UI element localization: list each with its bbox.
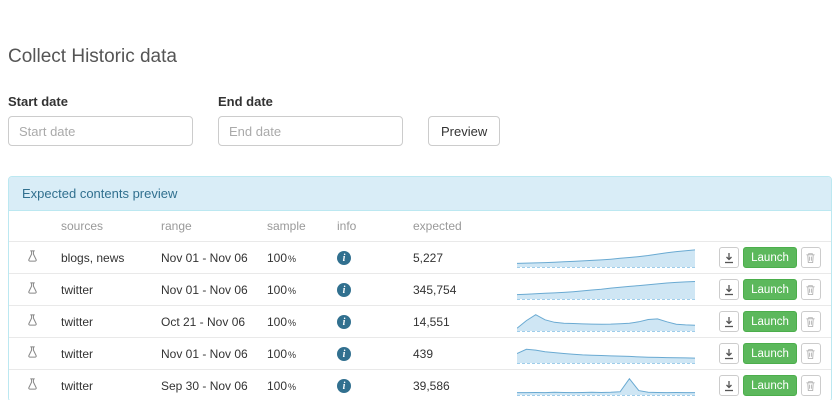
trash-button[interactable] bbox=[800, 311, 821, 332]
trash-button[interactable] bbox=[800, 375, 821, 396]
row-sample: 100% bbox=[261, 305, 331, 338]
row-sources: twitter bbox=[55, 273, 155, 306]
start-date-label: Start date bbox=[8, 94, 68, 109]
flask-icon bbox=[26, 346, 39, 362]
date-form: Start date End date Preview bbox=[8, 94, 832, 146]
flask-icon bbox=[26, 378, 39, 394]
preview-table: sources range sample info expected blogs… bbox=[9, 211, 831, 400]
start-date-field: Start date bbox=[8, 94, 193, 146]
sparkline-chart bbox=[517, 311, 695, 332]
col-actions bbox=[713, 211, 831, 242]
sparkline-chart bbox=[517, 343, 695, 364]
col-sources: sources bbox=[61, 219, 104, 233]
download-button[interactable] bbox=[719, 343, 740, 364]
row-sample: 100% bbox=[261, 337, 331, 370]
sparkline-chart bbox=[517, 375, 695, 396]
flask-icon bbox=[26, 282, 39, 298]
download-button[interactable] bbox=[719, 375, 740, 396]
end-date-label: End date bbox=[218, 94, 273, 109]
page: Collect Historic data Start date End dat… bbox=[0, 46, 840, 400]
row-sources: twitter bbox=[55, 337, 155, 370]
row-expected: 14,551 bbox=[407, 305, 511, 338]
row-range: Nov 01 - Nov 06 bbox=[155, 273, 261, 306]
row-sample: 100% bbox=[261, 273, 331, 306]
launch-button[interactable]: Launch bbox=[743, 279, 797, 300]
launch-button[interactable]: Launch bbox=[743, 311, 797, 332]
launch-button[interactable]: Launch bbox=[743, 343, 797, 364]
row-expected: 5,227 bbox=[407, 241, 511, 274]
sparkline-chart bbox=[517, 247, 695, 268]
flask-icon bbox=[26, 250, 39, 266]
info-icon[interactable]: i bbox=[337, 315, 351, 330]
row-range: Oct 21 - Nov 06 bbox=[155, 305, 261, 338]
col-range: range bbox=[161, 219, 192, 233]
info-icon[interactable]: i bbox=[337, 251, 351, 266]
sparkline-chart bbox=[517, 279, 695, 300]
col-info: info bbox=[337, 219, 357, 233]
page-title: Collect Historic data bbox=[8, 46, 177, 67]
start-date-input[interactable] bbox=[8, 116, 193, 146]
launch-button[interactable]: Launch bbox=[743, 375, 797, 396]
row-range: Sep 30 - Nov 06 bbox=[155, 369, 261, 400]
col-spark bbox=[511, 211, 713, 242]
row-sample: 100% bbox=[261, 369, 331, 400]
col-flask bbox=[9, 211, 55, 242]
expected-contents-panel: Expected contents preview sources range … bbox=[8, 176, 832, 400]
info-icon[interactable]: i bbox=[337, 347, 351, 362]
table-row: blogs, news Nov 01 - Nov 06 100% i 5,227 Laun… bbox=[9, 241, 831, 274]
download-button[interactable] bbox=[719, 247, 740, 268]
trash-button[interactable] bbox=[800, 343, 821, 364]
row-sources: blogs, news bbox=[55, 241, 155, 274]
end-date-input[interactable] bbox=[218, 116, 403, 146]
info-icon[interactable]: i bbox=[337, 283, 351, 298]
row-sample: 100% bbox=[261, 241, 331, 274]
trash-button[interactable] bbox=[800, 247, 821, 268]
row-expected: 345,754 bbox=[407, 273, 511, 306]
table-row: twitter Sep 30 - Nov 06 100% i 39,586 Launch bbox=[9, 369, 831, 400]
table-row: twitter Nov 01 - Nov 06 100% i 439 Launch bbox=[9, 337, 831, 370]
row-expected: 39,586 bbox=[407, 369, 511, 400]
row-sources: twitter bbox=[55, 305, 155, 338]
info-icon[interactable]: i bbox=[337, 379, 351, 394]
table-row: twitter Oct 21 - Nov 06 100% i 14,551 Launch bbox=[9, 305, 831, 338]
table-header-row: sources range sample info expected bbox=[9, 211, 831, 242]
row-range: Nov 01 - Nov 06 bbox=[155, 337, 261, 370]
col-sample: sample bbox=[267, 219, 306, 233]
end-date-field: End date bbox=[218, 94, 403, 146]
col-expected: expected bbox=[413, 219, 462, 233]
row-expected: 439 bbox=[407, 337, 511, 370]
row-range: Nov 01 - Nov 06 bbox=[155, 241, 261, 274]
download-button[interactable] bbox=[719, 279, 740, 300]
trash-button[interactable] bbox=[800, 279, 821, 300]
launch-button[interactable]: Launch bbox=[743, 247, 797, 268]
row-sources: twitter bbox=[55, 369, 155, 400]
panel-heading: Expected contents preview bbox=[9, 177, 831, 211]
preview-button[interactable]: Preview bbox=[428, 116, 501, 146]
flask-icon bbox=[26, 314, 39, 330]
download-button[interactable] bbox=[719, 311, 740, 332]
table-row: twitter Nov 01 - Nov 06 100% i 345,754 Launch bbox=[9, 273, 831, 306]
